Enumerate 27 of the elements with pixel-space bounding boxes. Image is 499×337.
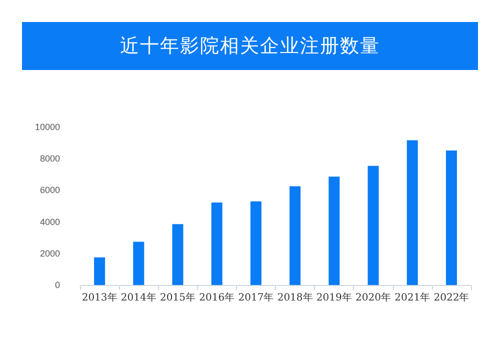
y-tick-label: 0 — [54, 280, 60, 290]
x-tick-label: 2022年 — [434, 292, 470, 304]
bar — [328, 176, 340, 285]
x-tick-label: 2013年 — [82, 292, 118, 304]
y-tick-label: 6000 — [40, 185, 60, 196]
bar — [172, 224, 184, 285]
bar — [94, 257, 106, 285]
bar — [211, 202, 222, 285]
bar — [406, 140, 418, 285]
y-tick-label: 10000 — [34, 122, 60, 132]
x-tick-label: 2016年 — [199, 292, 235, 304]
y-tick-label: 8000 — [40, 154, 60, 164]
x-tick-label: 2017年 — [238, 292, 274, 304]
x-tick-label: 2015年 — [160, 292, 196, 304]
bar — [133, 242, 144, 285]
bar — [290, 186, 301, 285]
y-tick-label: 2000 — [40, 248, 60, 258]
x-tick-label: 2014年 — [120, 292, 156, 304]
bar — [446, 150, 457, 285]
bar — [368, 166, 379, 285]
bar — [250, 201, 262, 285]
y-tick-label: 4000 — [40, 216, 60, 227]
x-tick-label: 2021年 — [394, 292, 430, 304]
x-tick-label: 2020年 — [356, 292, 391, 304]
chart-title: 近十年影院相关企业注册数量 — [22, 22, 478, 70]
x-tick-label: 2018年 — [277, 292, 313, 304]
x-tick-label: 2019年 — [316, 292, 352, 304]
